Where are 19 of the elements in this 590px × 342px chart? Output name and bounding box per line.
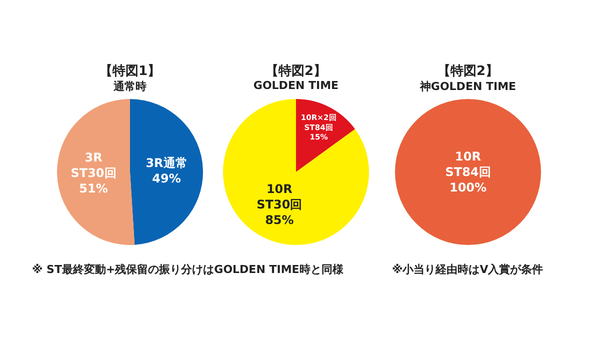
- pie-slice: [130, 99, 203, 245]
- pie-slice: [57, 99, 135, 245]
- slice-label: 10R ST84回: [445, 149, 491, 179]
- chart-subtitle: 神GOLDEN TIME: [418, 79, 518, 94]
- slice-label: 3R ST30回: [70, 150, 116, 180]
- slice-label: 3R通常: [146, 156, 188, 170]
- chart-subtitle: GOLDEN TIME: [252, 79, 340, 92]
- data-label: 85%: [265, 213, 294, 228]
- pie-slice: [223, 99, 369, 245]
- text: ※小当り経由時はV入賞が条件: [392, 262, 544, 277]
- data-label: 100%: [449, 180, 487, 195]
- data-label: 51%: [79, 182, 108, 196]
- chart-subtitle: 通常時: [112, 79, 148, 94]
- data-label: 49%: [152, 172, 181, 186]
- chart-title: 【特図2】: [436, 63, 500, 80]
- chart-title: 【特図2】: [264, 63, 328, 80]
- slice-label: 10R ST30回: [256, 182, 302, 212]
- chart-title: 【特図1】: [98, 63, 162, 80]
- text: ※ ST最終変動+残保留の振り分けはGOLDEN TIME時と同様: [32, 262, 344, 277]
